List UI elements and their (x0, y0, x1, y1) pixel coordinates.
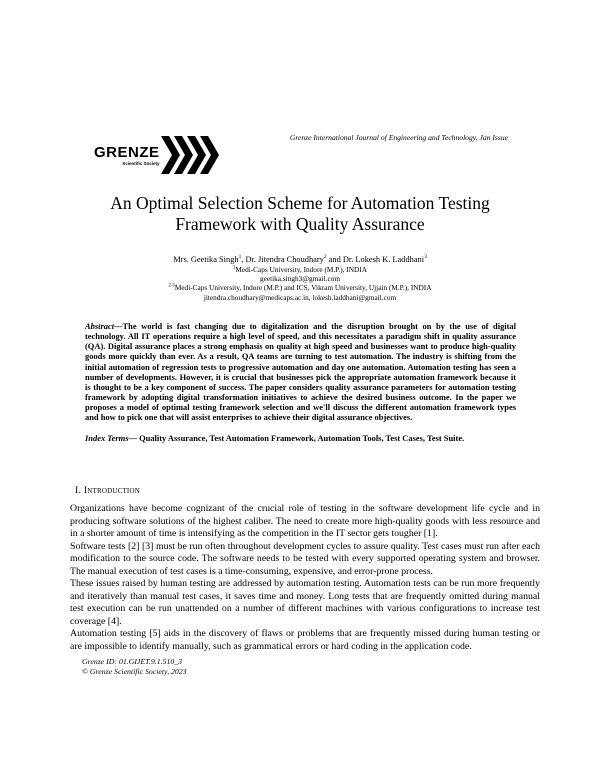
introduction-paragraph-3: These issues raised by human testing are… (70, 578, 540, 627)
grenze-logo-text: GRENZE Scientific Society (94, 145, 160, 166)
affiliation-2: 2-3Medi-Caps University, Indore (M.P.) a… (168, 283, 432, 293)
index-terms-text: Quality Assurance, Test Automation Frame… (139, 432, 465, 443)
index-terms-label: Index Terms (85, 432, 129, 443)
author-1-superscript: 1 (238, 254, 242, 261)
page-footer: Grenze ID: 01.GIJET.9.1.510_3 © Grenze S… (82, 657, 187, 677)
abstract-and-index-terms: Abstract—The world is fast changing due … (85, 321, 516, 443)
introduction-paragraph-1: Organizations have become cognizant of t… (70, 503, 540, 540)
author-2-superscript: 2 (323, 254, 327, 261)
introduction-body: Organizations have become cognizant of t… (70, 503, 540, 654)
author-1: Mrs. Geetika Singh1, (173, 254, 246, 264)
abstract-paragraph: Abstract—The world is fast changing due … (85, 321, 516, 423)
paper-title: An Optimal Selection Scheme for Automati… (110, 193, 490, 234)
journal-header-line: Grenze International Journal of Engineer… (289, 133, 508, 142)
index-terms-paragraph: Index Terms— Quality Assurance, Test Aut… (85, 433, 516, 443)
index-terms-dash: — (128, 432, 140, 443)
section-heading-introduction: I. Introduction (75, 485, 140, 496)
author-names-line: Mrs. Geetika Singh1, Dr. Jitendra Choudh… (0, 254, 600, 265)
grenze-logo: GRENZE Scientific Society (94, 136, 219, 174)
grenze-logo-name: GRENZE (94, 143, 160, 161)
affiliation-1: 1Medi-Caps University, Indore (M.P.), IN… (232, 265, 368, 274)
author-2: Dr. Jitendra Choudhary2 and (245, 254, 343, 264)
copyright-line: © Grenze Scientific Society, 2023 (82, 667, 187, 676)
authors-2-3-emails: jitendra.choudhary@medicaps.ac.in, lokes… (203, 292, 397, 302)
affiliation-2-superscript: 2-3 (168, 283, 175, 289)
abstract-label: Abstract (85, 321, 115, 331)
abstract-dash: — (114, 321, 123, 331)
introduction-paragraph-2: Software tests [2] [3] must be run often… (70, 540, 540, 577)
author-1-email: geetika.singh3@gmail.com (259, 274, 341, 284)
author-3: Dr. Lokesh K. Laddhani3 (342, 254, 427, 264)
grenze-chevrons-icon (160, 136, 219, 174)
abstract-text: The world is fast changing due to digita… (85, 321, 516, 423)
introduction-paragraph-4: Automation testing [5] aids in the disco… (70, 628, 540, 653)
authors-block: Mrs. Geetika Singh1, Dr. Jitendra Choudh… (0, 254, 600, 302)
grenze-logo-tagline: Scientific Society (122, 160, 160, 166)
author-3-superscript: 3 (424, 254, 427, 261)
affiliation-1-superscript: 1 (232, 265, 236, 271)
grenze-id-line: Grenze ID: 01.GIJET.9.1.510_3 (82, 657, 183, 666)
